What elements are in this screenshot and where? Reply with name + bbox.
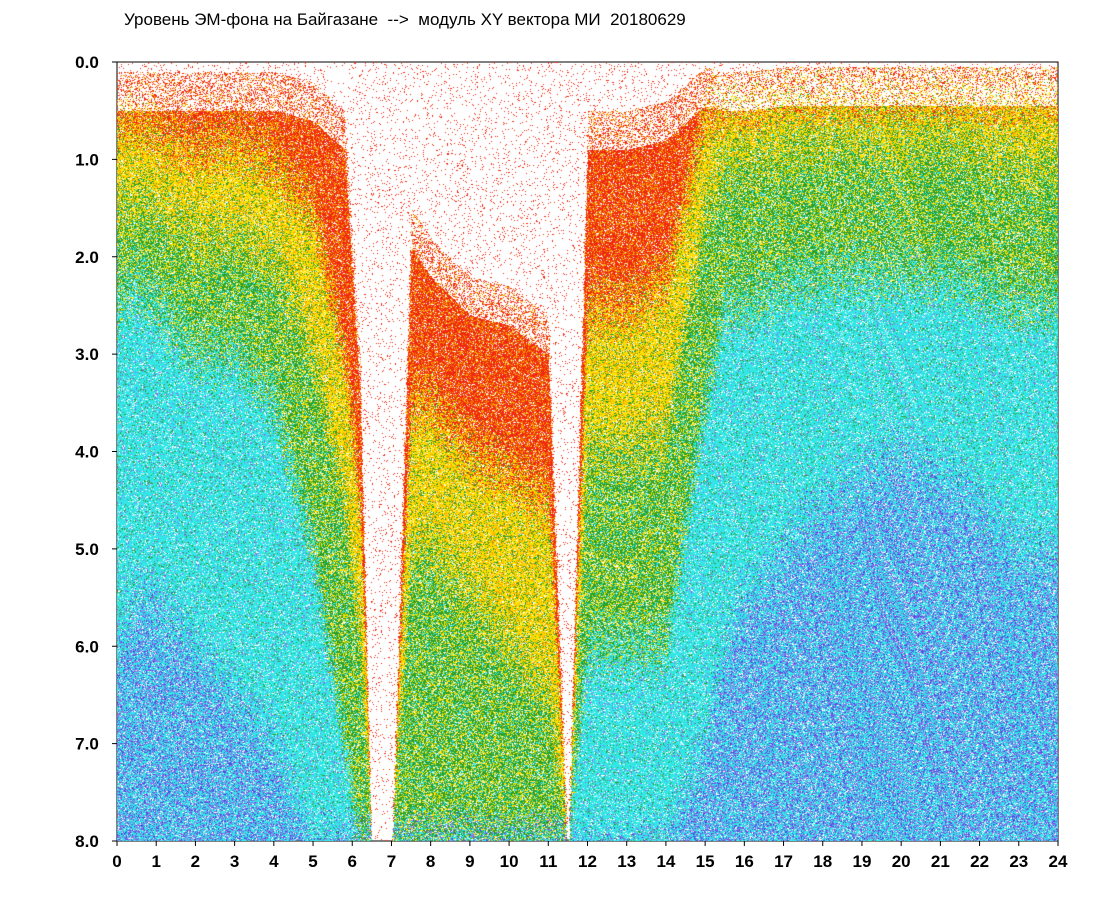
x-tick-label: 8 <box>426 852 435 871</box>
x-tick-label: 7 <box>387 852 396 871</box>
x-tick-label: 23 <box>1009 852 1028 871</box>
x-tick-label: 3 <box>230 852 239 871</box>
x-axis-ticks: 0 1 2 3 4 5 6 7 8 9 10 11 12 13 14 15 16 17 18 19 20 21 22 23 24 <box>112 841 1068 871</box>
x-tick-label: 14 <box>656 852 675 871</box>
y-axis-ticks: 0.0 1.0 2.0 3.0 4.0 5.0 6.0 7.0 8.0 <box>75 53 117 851</box>
x-tick-label: 13 <box>617 852 636 871</box>
x-tick-label: 19 <box>852 852 871 871</box>
x-tick-label: 12 <box>578 852 597 871</box>
x-tick-label: 22 <box>970 852 989 871</box>
y-tick-label: 2.0 <box>75 248 99 267</box>
y-tick-label: 6.0 <box>75 637 99 656</box>
y-tick-label: 7.0 <box>75 735 99 754</box>
x-tick-label: 2 <box>191 852 200 871</box>
x-tick-label: 4 <box>269 852 279 871</box>
x-tick-label: 20 <box>892 852 911 871</box>
x-tick-label: 1 <box>151 852 160 871</box>
y-tick-label: 0.0 <box>75 53 99 72</box>
y-tick-label: 4.0 <box>75 443 99 462</box>
x-tick-label: 0 <box>112 852 121 871</box>
x-tick-label: 10 <box>500 852 519 871</box>
chart-title: Уровень ЭМ-фона на Байгазане --> модуль … <box>124 10 686 29</box>
x-tick-label: 15 <box>696 852 715 871</box>
x-tick-label: 21 <box>931 852 950 871</box>
x-tick-label: 16 <box>735 852 754 871</box>
x-tick-label: 17 <box>774 852 793 871</box>
x-tick-label: 18 <box>813 852 832 871</box>
x-tick-label: 5 <box>308 852 317 871</box>
y-tick-label: 5.0 <box>75 540 99 559</box>
x-tick-label: 6 <box>348 852 357 871</box>
heatmap-plot-area <box>117 62 1058 841</box>
y-tick-label: 8.0 <box>75 832 99 851</box>
x-tick-label: 11 <box>539 852 557 871</box>
x-tick-label: 9 <box>465 852 474 871</box>
y-tick-label: 3.0 <box>75 345 99 364</box>
y-tick-label: 1.0 <box>75 150 99 169</box>
x-tick-label: 24 <box>1049 852 1068 871</box>
